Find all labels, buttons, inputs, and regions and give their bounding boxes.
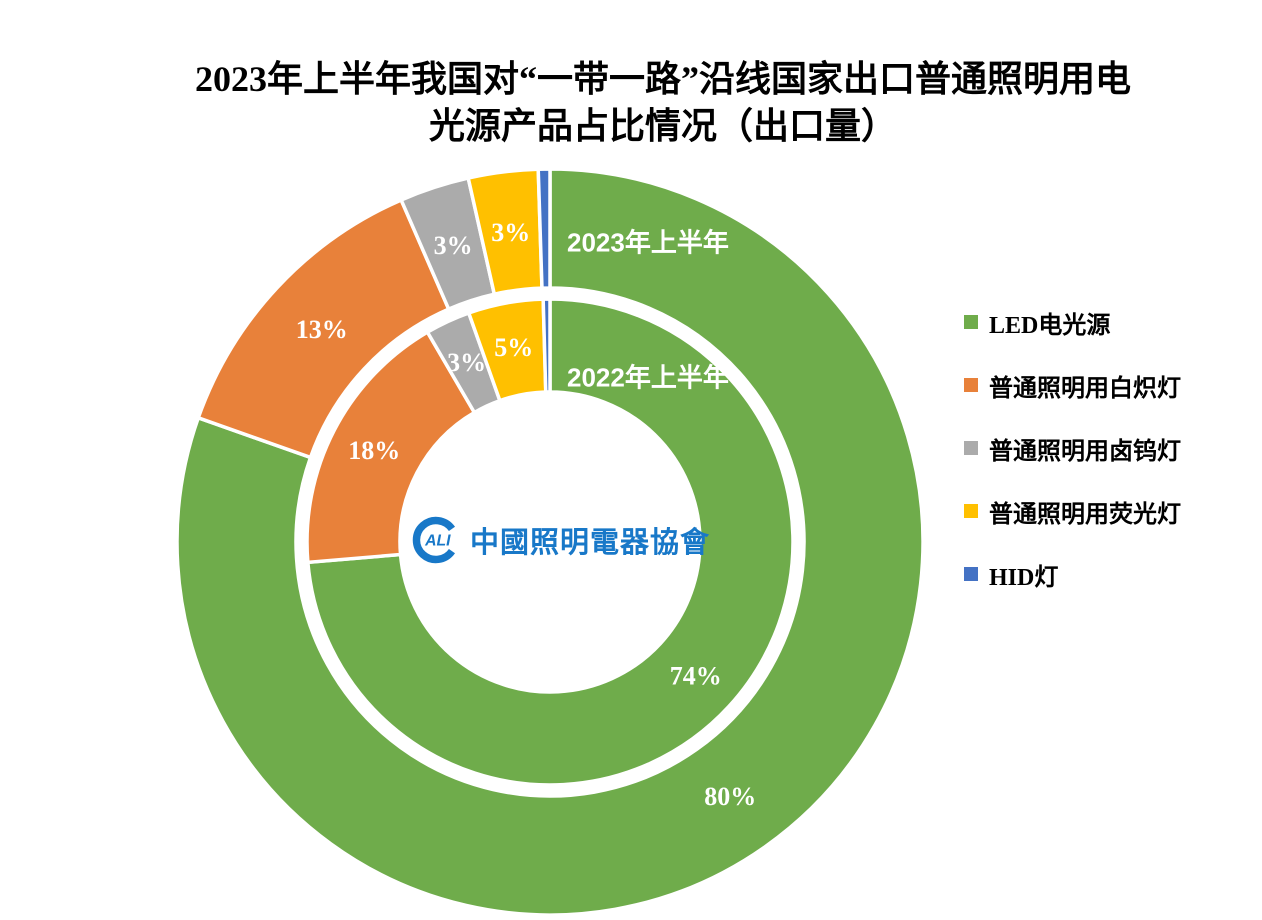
ring-label-2023: 2023年上半年 [567,227,729,258]
slice-label-outer-halogen: 3% [434,231,473,260]
legend-swatch-fluorescent [964,504,978,518]
legend-label-incandescent: 普通照明用白炽灯 [989,375,1181,402]
slice-label-inner-incandescent: 18% [348,436,400,465]
legend-swatch-hid [964,567,978,581]
slice-label-outer-led: 80% [704,782,756,811]
slice-label-outer-incandescent: 13% [296,315,348,344]
cali-logo-ali-text: ALI [424,532,451,549]
slice-outer-hid [536,167,552,290]
cali-logo: ALI 中國照明電器協會 [410,514,710,566]
legend-item-incandescent: 普通照明用白炽灯 [964,371,1181,402]
slice-label-inner-led: 74% [670,662,722,691]
slice-label-inner-halogen: 3% [447,348,486,377]
cali-logo-mark: ALI [412,516,456,564]
legend-label-led: LED电光源 [989,312,1111,339]
legend-item-hid: HID灯 [964,560,1181,591]
slice-inner-incandescent [305,329,477,565]
legend-swatch-halogen [964,441,978,455]
legend-label-fluorescent: 普通照明用荧光灯 [989,501,1181,528]
legend-swatch-led [964,315,978,329]
legend-label-hid: HID灯 [989,564,1059,591]
legend-item-halogen: 普通照明用卤钨灯 [964,434,1181,465]
legend-item-led: LED电光源 [964,308,1181,339]
slice-label-outer-fluorescent: 3% [491,218,530,247]
chart-title-line2: 光源产品占比情况（出口量） [428,106,897,146]
slice-inner-hid [541,297,552,394]
chart-title: 2023年上半年我国对“一带一路”沿线国家出口普通照明用电 光源产品占比情况（出… [64,56,1262,150]
legend-swatch-incandescent [964,378,978,392]
legend-item-fluorescent: 普通照明用荧光灯 [964,497,1181,528]
cali-logo-text: 中國照明電器協會 [469,527,711,559]
legend: LED电光源普通照明用白炽灯 普通照明用卤钨灯 普通照明用荧光灯 HID灯 [964,308,1181,591]
slice-outer-led [175,167,925,917]
slice-inner-led [305,297,795,787]
slice-label-inner-fluorescent: 5% [494,333,533,362]
chart-title-line1: 2023年上半年我国对“一带一路”沿线国家出口普通照明用电 [194,59,1131,99]
ring-label-2022: 2022年上半年 [567,362,729,393]
legend-label-halogen: 普通照明用卤钨灯 [989,438,1181,465]
cali-logo-c-ring [412,516,456,564]
